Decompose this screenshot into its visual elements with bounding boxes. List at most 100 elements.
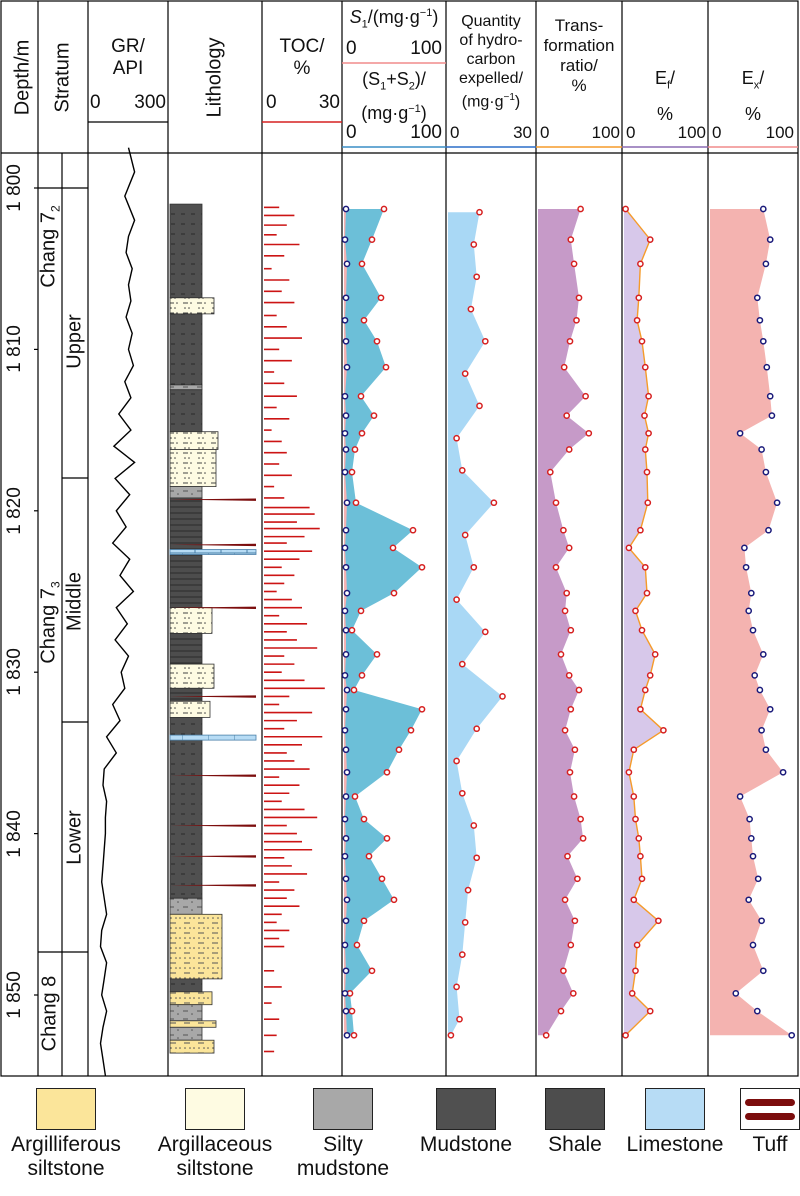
transformation-ratio-point [570,793,578,800]
s1s2-point [380,205,388,213]
lithology-layer [169,717,203,899]
ex-point [754,875,762,883]
hc-expelled-point [453,434,460,442]
ex-point [759,967,767,975]
transformation-ratio-area [538,209,589,1036]
chart-frame [0,0,799,1077]
s1s2-point [389,544,397,552]
lithology-layer [169,389,203,433]
lithology-layer [169,449,217,487]
s1-title: S1/(mg·g−1) [349,7,439,31]
s1s2-point [373,337,381,345]
hc-expelled-point [458,467,466,474]
tr-title: Trans-formation ratio/% [543,16,615,95]
s1-point [342,651,350,658]
s1s2-point [418,705,426,713]
transformation-ratio-point [560,363,568,371]
lithology-layer [169,1026,203,1041]
hc-expelled-point [461,919,469,926]
ef-point [646,672,654,679]
tr-axis-max: 100 [591,123,620,142]
hc-expelled-point [464,886,472,894]
ex-point [759,651,767,658]
lithology-layer [169,633,203,665]
hc-expelled-point [470,563,478,571]
ex-point [766,236,774,243]
transformation-ratio-point [565,544,573,552]
s1-point [341,852,349,860]
ef-point [638,337,646,345]
transformation-ratio-point [585,429,593,437]
legend-label: Silty mudstone [296,1133,390,1180]
ef-point [643,468,651,476]
lithology-layer [169,607,213,634]
transformation-ratio-point [570,260,578,268]
ef-area [624,209,664,1036]
s1s2-axis-max: 100 [410,122,442,143]
s1-point [343,499,351,507]
ef-point [638,875,646,883]
transformation-ratio-point [566,768,574,776]
s1-point [342,294,350,302]
ex-point [759,205,767,213]
ef-point [651,651,659,658]
legend-label: Tuff [752,1133,788,1156]
legend-label: Argillaceous siltstone [157,1133,273,1180]
s1s2-point [351,446,359,453]
s1-point [343,589,351,597]
s1-point [341,815,349,823]
s1s2-point [368,236,376,243]
hc-expelled-point [470,822,478,829]
ef-point [641,412,648,419]
hc-expelled-point [473,273,481,281]
transformation-ratio-point [567,941,575,949]
s1s2-point [352,499,360,507]
ef-point [625,544,633,552]
ex-point [762,260,770,268]
transformation-ratio-point [564,852,571,860]
ef-point [638,626,646,634]
ex-point [747,589,755,597]
s1-point [341,316,349,324]
ef-point [646,1007,654,1015]
s1s2-point [378,875,386,883]
ef-point [637,526,644,534]
legend-label: Shale [548,1133,602,1156]
s1-point [342,412,350,419]
ex-point [779,768,787,776]
ex-point [753,294,761,302]
lithology-layer [169,1020,217,1028]
transformation-ratio-point [565,446,573,453]
ef-axis-max: 100 [677,123,706,142]
legend-swatch [740,1088,800,1130]
hc-expelled-point [458,789,466,797]
ex-point [758,917,765,925]
s1-point [341,236,349,243]
lithology-layer [169,384,203,391]
s1s2-point [368,967,376,975]
ex-title: Ex/% [741,68,765,124]
transformation-ratio-point [577,205,584,213]
s1s2-point [350,686,358,694]
tuff-layer [170,498,256,501]
s1-point [341,429,349,437]
s1s2-point [358,429,366,437]
s1s2-point [418,563,426,571]
ex-point [766,705,774,713]
transformation-ratio-point [567,705,575,713]
transformation-ratio-point [575,294,583,302]
transformation-ratio-point [582,392,589,400]
lithology-layer [169,913,223,980]
transformation-ratio-point [573,316,580,324]
substratum-upper: Upper [63,314,86,369]
s1-point [342,337,350,345]
transformation-ratio-point [561,896,569,904]
transformation-ratio-point [569,990,577,997]
transformation-ratio-point [567,236,575,243]
lithology-layer [169,700,211,718]
stratum-column-title: Stratum [51,42,74,113]
hc-title: Quantity of hydro-carbon expelled/(mg·g−1) [458,13,524,111]
s1-point [341,607,349,615]
s1-point [342,917,350,925]
